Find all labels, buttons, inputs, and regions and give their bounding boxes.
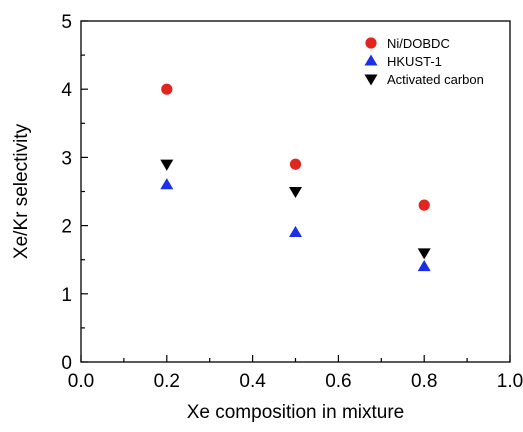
tick-labels: 0.0 0.2 0.4 0.6 0.8 1.0 0 1 2 3 4 5 [61,12,523,392]
y-tick-label: 5 [61,12,72,33]
legend-marker-ni-dobdc [365,37,377,49]
y-tick-label: 0 [61,353,72,374]
x-tick-label: 0.8 [411,371,437,392]
y-tick-label: 1 [61,285,72,306]
y-tick-label: 4 [61,80,72,101]
y-tick-label: 3 [61,148,72,169]
x-tick-label: 0.0 [68,371,94,392]
legend-marker-hkust-1 [364,54,378,66]
data-points [160,83,431,272]
legend-marker-activated-carbon [364,74,378,86]
legend-label-hkust-1: HKUST-1 [387,54,442,69]
x-tick-label: 0.2 [154,371,180,392]
data-point-activated-carbon [160,159,174,171]
data-point-activated-carbon [417,248,431,260]
data-point-activated-carbon [289,186,302,198]
y-tick-label: 2 [61,217,72,238]
x-tick-label: 1.0 [497,371,523,392]
legend-label-activated-carbon: Activated carbon [387,72,484,87]
y-axis-title: Xe/Kr selectivity [11,123,32,259]
data-point-hkust-1 [289,225,302,237]
x-tick-label: 0.6 [325,371,351,392]
data-point-hkust-1 [160,178,174,190]
legend-label-ni-dobdc: Ni/DOBDC [387,36,450,51]
legend: Ni/DOBDC HKUST-1 Activated carbon [364,36,484,87]
data-point-hkust-1 [417,260,431,272]
x-tick-label: 0.4 [239,371,266,392]
data-point-ni-dobdc [289,158,302,170]
data-point-ni-dobdc [418,199,430,211]
x-axis-title: Xe composition in mixture [187,402,405,423]
tick-marks [80,20,511,363]
data-point-ni-dobdc [161,83,173,95]
